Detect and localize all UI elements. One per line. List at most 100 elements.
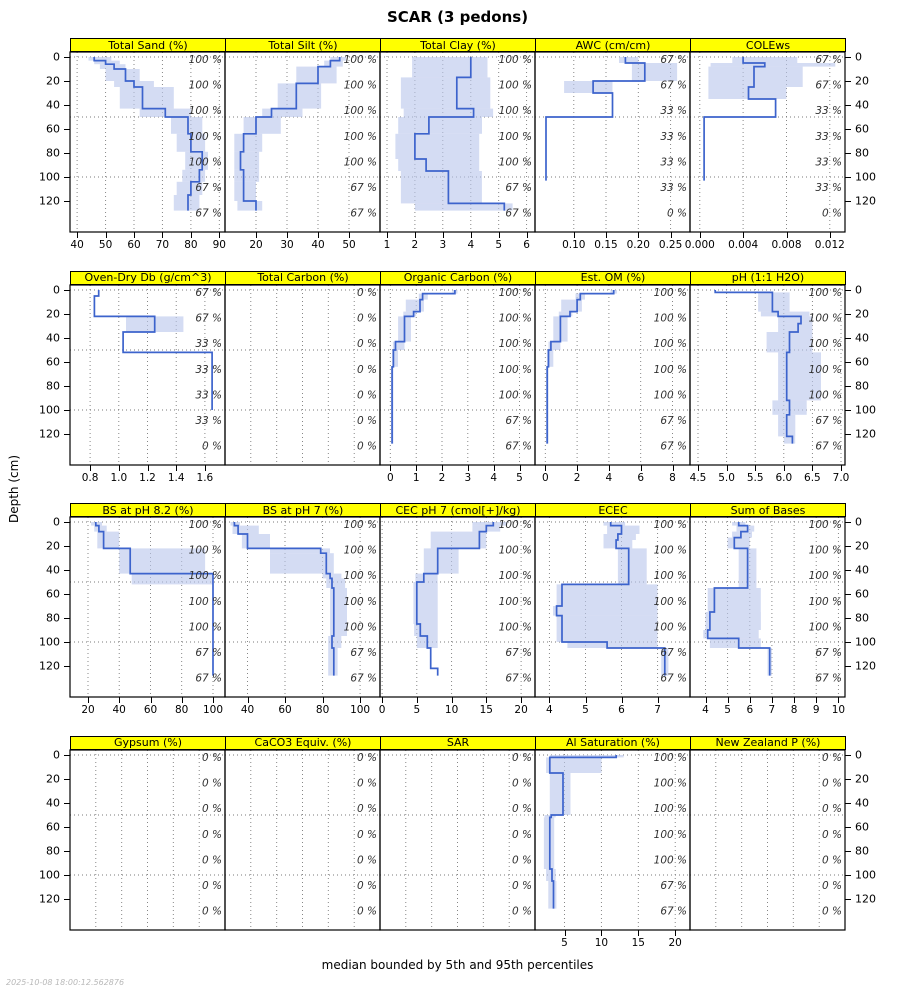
depth-tick-left [64,153,70,154]
pct-label: 100 % [654,389,687,401]
pct-label: 0 % [822,752,842,764]
depth-tick-right [845,666,851,667]
depth-tick-label-right: 40 [855,331,869,344]
x-tick-label: 4 [490,471,498,484]
depth-tick-label-left: 40 [46,98,60,112]
x-tick [743,232,745,238]
pct-label: 0 % [357,777,377,789]
depth-tick-left [64,546,70,547]
pct-label: 100 % [499,312,532,324]
panel-header-al-saturation: Al Saturation (%) [535,735,691,750]
pct-label: 100 % [809,519,842,531]
x-tick [657,697,659,703]
x-tick-label: 100 [350,704,371,716]
depth-tick-label-right: 60 [855,820,869,833]
depth-tick-label-right: 80 [855,379,869,392]
x-tick-label: 7.0 [832,471,850,484]
x-tick-label: 7 [654,704,661,716]
pct-label: 0 % [512,803,532,815]
pct-label: 100 % [189,131,222,143]
depth-tick-label-left: 0 [53,748,60,761]
panel-title-bs-ph82: BS at pH 8.2 (%) [102,503,194,517]
timestamp: 2025-10-08 18:00:12.562876 [6,978,125,987]
pct-label: 100 % [499,621,532,633]
x-tick-label: 20 [81,704,95,716]
panel-header-cec-ph7: CEC pH 7 (cmol[+]/kg) [380,503,536,517]
x-tick-label: 0 [378,704,386,716]
depth-tick-label-left: 100 [39,170,60,184]
depth-tick-left [64,874,70,876]
panel-title-new-zealand-p: New Zealand P (%) [715,736,821,749]
pct-label: 100 % [654,570,687,582]
depth-tick-right [845,153,851,154]
x-tick [601,929,603,936]
depth-tick-left [64,57,70,58]
pct-label: 0 % [822,828,842,840]
depth-tick-right [845,874,851,876]
x-tick [134,232,135,238]
x-tick [256,232,257,238]
x-tick-label: 0.25 [658,239,683,251]
pct-label: 0 % [202,880,222,892]
depth-tick-left [64,618,70,619]
panel-title-sum-of-bases: Sum of Bases [730,503,806,517]
depth-tick-label-left: 100 [39,868,60,881]
pct-label: 67 % [660,415,687,427]
pct-label: 67 % [505,673,532,685]
panel-header-ecec: ECEC [535,503,691,517]
x-tick [749,697,751,703]
pct-label: 0 % [357,287,377,299]
depth-tick-right [845,898,851,900]
x-tick-label: 30 [280,239,294,251]
x-tick-label: 5 [516,471,523,484]
x-tick-label: 7 [768,704,776,716]
pct-label: 100 % [189,156,222,168]
depth-tick-label-right: 20 [855,539,869,553]
depth-tick-right [845,433,851,435]
depth-tick-right [845,570,851,571]
depth-tick-label-right: 20 [855,74,869,88]
x-tick [771,697,773,703]
depth-tick-right [845,313,851,315]
x-tick [577,464,579,471]
panel-header-caco3-equiv: CaCO3 Equiv. (%) [225,735,381,750]
pct-label: 100 % [654,803,687,815]
pct-label: 100 % [344,131,377,143]
pct-label: 100 % [344,156,377,168]
pct-label: 100 % [654,854,687,866]
x-tick [390,464,392,471]
x-tick [638,929,640,936]
depth-tick-right [845,826,851,828]
pct-label: 0 % [202,803,222,815]
panel-title-al-saturation: Al Saturation (%) [566,736,660,749]
depth-tick-left [64,201,70,202]
depth-tick-right [845,385,851,387]
pct-label: 0 % [357,338,377,350]
x-tick-label: 8 [669,471,676,484]
x-tick [672,464,674,471]
panel-title-ph: pH (1:1 H2O) [731,271,805,284]
x-tick-label: 8 [790,704,798,716]
panel-title-total-carbon: Total Carbon (%) [257,271,349,284]
panel-plot-new-zealand-p: 0 % 0 % 0 % 0 % 0 % 0 % 0 % [689,748,846,931]
x-tick-label: 0.012 [814,239,845,251]
x-tick-label: 0.008 [771,239,802,251]
panel-plot-gypsum: 0 % 0 % 0 % 0 % 0 % 0 % 0 % [69,748,226,931]
depth-tick-label-right: 60 [855,355,869,368]
pct-label: 100 % [499,596,532,608]
depth-tick-right [845,594,851,595]
x-tick-label: 1.2 [139,471,156,484]
pct-label: 0 % [822,777,842,789]
x-tick-label: 40 [311,239,325,251]
depth-tick-left [64,177,70,178]
pct-label: 0 % [202,440,222,452]
pct-label: 0 % [357,312,377,324]
panel-plot-total-carbon: 0 % 0 % 0 % 0 % 0 % 0 % 0 % [224,283,381,466]
depth-tick-label-left: 80 [46,146,60,160]
panel-header-oven-dry-db: Oven-Dry Db (g/cm^3) [70,270,226,285]
pct-label: 67 % [505,182,532,194]
depth-tick-right [845,177,851,178]
depth-tick-left [64,594,70,595]
depth-tick-left [64,337,70,339]
panel-title-total-silt: Total Silt (%) [268,38,338,52]
